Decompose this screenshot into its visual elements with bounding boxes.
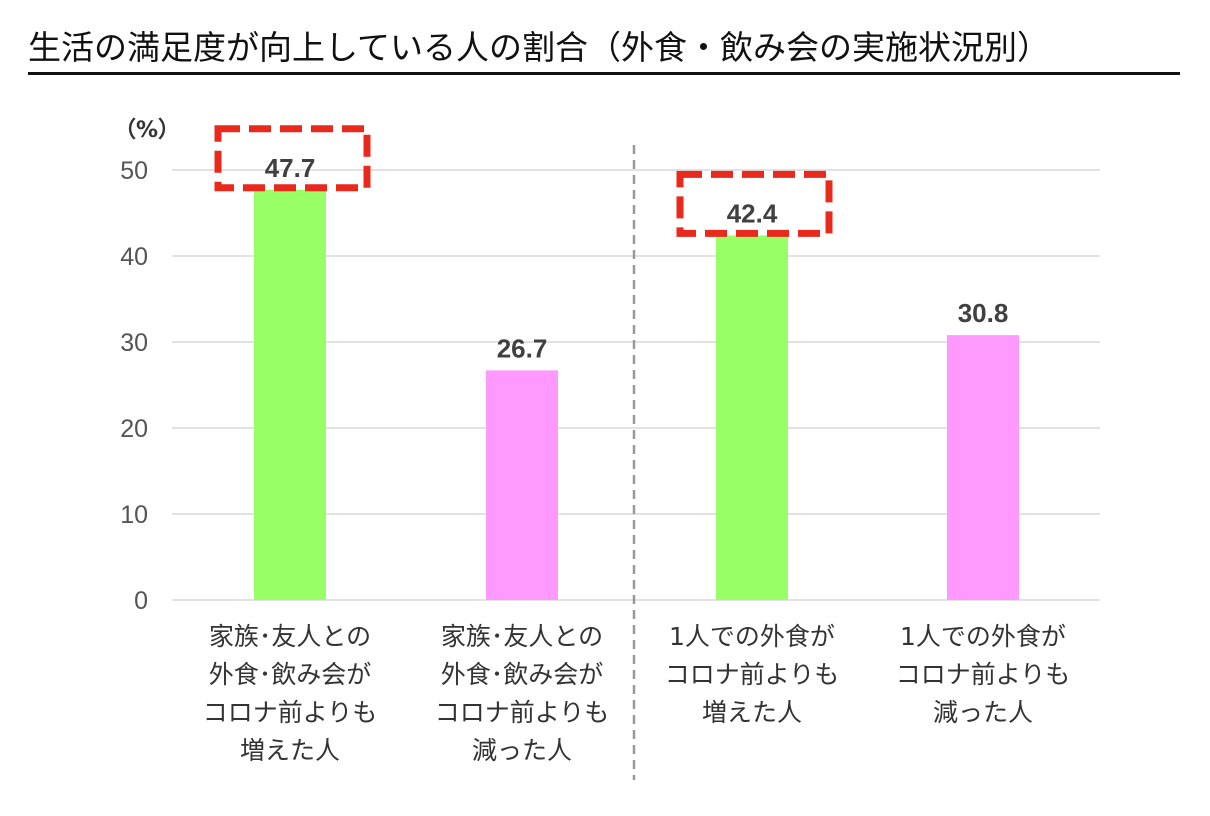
y-tick-label: 30 [120, 329, 148, 357]
y-tick-label: 20 [120, 415, 148, 443]
y-tick-label: 40 [120, 243, 148, 271]
highlight-box [214, 125, 371, 192]
y-tick-label: 50 [120, 157, 148, 185]
data-label: 30.8 [958, 298, 1009, 328]
category-label: 1人での外食が コロナ前よりも 増えた人 [664, 622, 840, 727]
category-label: 家族･友人との 外食･飲み会が コロナ前よりも 減った人 [434, 622, 610, 765]
highlight-box [676, 170, 833, 237]
y-tick-label: 0 [134, 587, 148, 615]
data-label: 26.7 [497, 333, 548, 363]
bar [716, 235, 788, 601]
title-underline [28, 72, 1180, 75]
bar [947, 335, 1019, 600]
category-label: 家族･友人との 外食･飲み会が コロナ前よりも 増えた人 [202, 622, 378, 765]
data-label: 47.7 [265, 153, 316, 183]
chart-title: 生活の満足度が向上している人の割合（外食・飲み会の実施状況別） [28, 28, 1051, 67]
data-label: 42.4 [727, 198, 778, 228]
y-tick-label: 10 [120, 501, 148, 529]
category-label: 1人での外食が コロナ前よりも 減った人 [895, 622, 1071, 727]
y-unit-label: （%） [114, 118, 181, 143]
bar [254, 189, 326, 600]
bar [486, 370, 558, 600]
